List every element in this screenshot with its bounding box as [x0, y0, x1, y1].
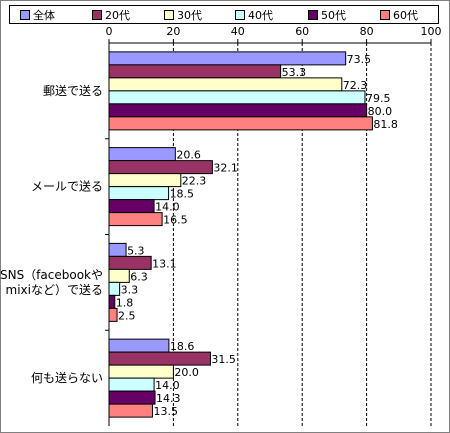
- bar: [108, 281, 121, 296]
- legend-swatch-50s: [308, 9, 318, 20]
- data-label: 73.5: [347, 53, 372, 66]
- data-label: 1.8: [116, 296, 133, 309]
- bar: [108, 212, 163, 227]
- legend-swatch-20s: [92, 9, 102, 20]
- data-label: 79.5: [366, 92, 391, 105]
- legend-swatch-30s: [164, 9, 174, 20]
- bar: [108, 364, 174, 379]
- legend-label-30s: 30代: [177, 8, 202, 22]
- data-label: 3.3: [121, 283, 139, 296]
- data-label: 80.0: [368, 105, 393, 118]
- bar: [108, 351, 211, 366]
- bar: [108, 77, 343, 92]
- data-label: 31.5: [211, 353, 236, 366]
- data-label: 16.5: [163, 214, 188, 227]
- y-category-label: 何も送らない: [31, 370, 103, 385]
- x-tick-label: 60: [295, 25, 309, 38]
- chart-legend: 全体 20代 30代 40代 50代 60代: [9, 5, 439, 24]
- y-category-label: 郵送で送る: [43, 83, 103, 98]
- data-label: 81.8: [373, 118, 398, 131]
- bar: [108, 64, 282, 79]
- data-label: 5.3: [127, 244, 145, 257]
- y-category-label: メールで送る: [31, 179, 103, 194]
- data-label: 13.5: [153, 405, 178, 418]
- bar: [108, 186, 170, 201]
- data-label: 22.3: [182, 175, 207, 188]
- bar: [108, 51, 347, 66]
- x-tick-label: 40: [231, 25, 245, 38]
- legend-item-all: 全体: [20, 8, 55, 22]
- bar: [108, 147, 176, 162]
- data-label: 6.3: [130, 270, 148, 283]
- legend-swatch-all: [20, 9, 30, 20]
- data-label: 13.1: [152, 257, 177, 270]
- data-label: 2.5: [118, 309, 136, 322]
- legend-label-all: 全体: [33, 8, 55, 22]
- bar: [108, 116, 373, 131]
- x-tick-label: 100: [421, 25, 442, 38]
- bar: [108, 160, 213, 175]
- legend-swatch-60s: [380, 9, 390, 20]
- data-label: 14.3: [156, 392, 181, 405]
- data-label: 32.1: [213, 162, 238, 175]
- data-label: 20.0: [174, 366, 199, 379]
- legend-item-20s: 20代: [92, 8, 130, 22]
- bar: [108, 103, 368, 118]
- bar: [108, 390, 156, 405]
- x-tick-label: 20: [166, 25, 180, 38]
- bar: [108, 90, 366, 105]
- legend-item-50s: 50代: [308, 8, 346, 22]
- x-tick-label: 0: [106, 25, 113, 38]
- data-label: 53.3: [282, 66, 307, 79]
- data-label: 18.6: [170, 340, 195, 353]
- x-tick-label: 80: [360, 25, 374, 38]
- legend-label-50s: 50代: [321, 8, 346, 22]
- bar: [108, 307, 118, 322]
- data-label: 18.5: [170, 188, 195, 201]
- data-label: 14.0: [155, 379, 180, 392]
- legend-item-30s: 30代: [164, 8, 202, 22]
- data-label: 14.0: [155, 201, 180, 214]
- legend-swatch-40s: [235, 9, 245, 20]
- bar: [108, 403, 153, 418]
- bar: [108, 242, 127, 257]
- bar: [108, 377, 155, 392]
- y-category-label: SNS（facebookや mixiなど）で送る: [0, 268, 103, 297]
- bar: [108, 294, 116, 309]
- bar: [108, 338, 170, 353]
- bar: [108, 199, 155, 214]
- data-label: 20.6: [176, 149, 201, 162]
- legend-label-60s: 60代: [393, 8, 418, 22]
- legend-item-40s: 40代: [235, 8, 273, 22]
- bar: [108, 268, 130, 283]
- legend-label-40s: 40代: [248, 8, 273, 22]
- legend-label-20s: 20代: [105, 8, 130, 22]
- bar: [108, 173, 182, 188]
- bar: [108, 255, 152, 270]
- data-label: 72.3: [343, 79, 368, 92]
- legend-item-60s: 60代: [380, 8, 418, 22]
